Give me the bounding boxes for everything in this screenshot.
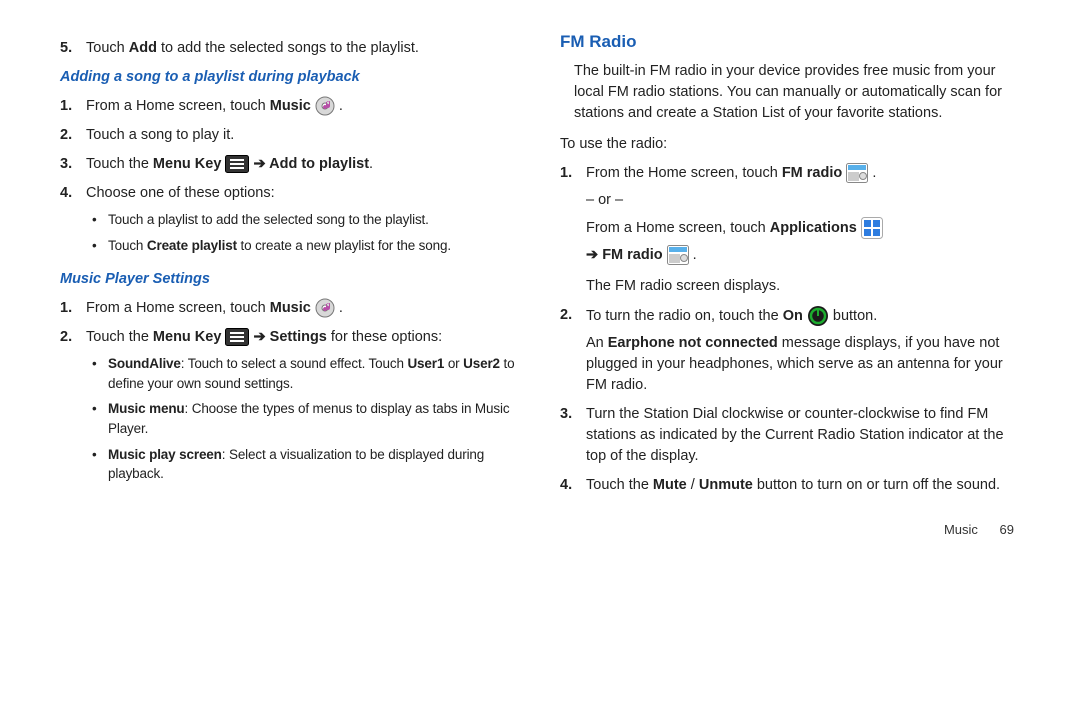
adding-steps: 1. From a Home screen, touch Music . 2. … (60, 96, 520, 261)
footer-section: Music (944, 522, 978, 537)
page-footer: Music 69 (60, 522, 1020, 537)
step-text: Touch a song to play it. (86, 125, 520, 146)
fm-intro: The built-in FM radio in your device pro… (574, 61, 1020, 124)
step-text: Touch the Menu Key ➔ Settings for these … (86, 327, 520, 489)
step-1: 1. From a Home screen, touch Music . (60, 298, 520, 319)
step-1: 1. From a Home screen, touch Music . (60, 96, 520, 117)
step-4: 4. Touch the Mute / Unmute button to tur… (560, 475, 1020, 496)
option-music-play-screen: Music play screen: Select a visualizatio… (86, 445, 520, 484)
earphone-message: An Earphone not connected message displa… (586, 333, 1020, 396)
option-music-menu: Music menu: Choose the types of menus to… (86, 399, 520, 438)
step-number: 2. (60, 125, 86, 146)
option-touch-playlist: Touch a playlist to add the selected son… (86, 210, 520, 230)
applications-icon (861, 217, 883, 239)
mps-options: SoundAlive: Touch to select a sound effe… (86, 354, 520, 483)
page-columns: 5. Touch Add to add the selected songs t… (60, 30, 1020, 504)
fm-radio-icon (846, 163, 868, 183)
step-text: Choose one of these options: Touch a pla… (86, 183, 520, 261)
music-icon (315, 298, 335, 318)
right-column: FM Radio The built-in FM radio in your d… (560, 30, 1020, 504)
option-create-playlist: Touch Create playlist to create a new pl… (86, 236, 520, 256)
or-separator: – or – (586, 190, 1020, 211)
step-2: 2. To turn the radio on, touch the On bu… (560, 305, 1020, 396)
step-2: 2. Touch a song to play it. (60, 125, 520, 146)
fm-radio-line: ➔ FM radio . (586, 245, 1020, 266)
footer-page-number: 69 (1000, 522, 1014, 537)
step-number: 3. (60, 154, 86, 175)
step-number: 1. (560, 163, 586, 297)
step-2: 2. Touch the Menu Key ➔ Settings for the… (60, 327, 520, 489)
power-on-icon (807, 305, 829, 327)
menu-key-icon (225, 155, 249, 173)
step-number: 4. (60, 183, 86, 261)
step-1: 1. From the Home screen, touch FM radio … (560, 163, 1020, 297)
step-text: From the Home screen, touch FM radio . –… (586, 163, 1020, 297)
step-3: 3. Touch the Menu Key ➔ Add to playlist. (60, 154, 520, 175)
to-use-label: To use the radio: (560, 134, 1020, 155)
step-3: 3. Turn the Station Dial clockwise or co… (560, 404, 1020, 467)
step-5: 5. Touch Add to add the selected songs t… (60, 38, 520, 59)
fm-steps: 1. From the Home screen, touch FM radio … (560, 163, 1020, 496)
step-number: 1. (60, 96, 86, 117)
step-text: Touch the Menu Key ➔ Add to playlist. (86, 154, 520, 175)
step-number: 5. (60, 38, 86, 59)
step-number: 3. (560, 404, 586, 467)
heading-adding-song: Adding a song to a playlist during playb… (60, 67, 520, 88)
heading-music-player-settings: Music Player Settings (60, 269, 520, 290)
heading-fm-radio: FM Radio (560, 30, 1020, 55)
step-4: 4. Choose one of these options: Touch a … (60, 183, 520, 261)
step-text: From a Home screen, touch Music . (86, 96, 520, 117)
step-number: 2. (560, 305, 586, 396)
step-text: Turn the Station Dial clockwise or count… (586, 404, 1020, 467)
playlist-step5-list: 5. Touch Add to add the selected songs t… (60, 38, 520, 59)
step-text: Touch the Mute / Unmute button to turn o… (586, 475, 1020, 496)
step-text: To turn the radio on, touch the On butto… (586, 305, 1020, 396)
step4-options: Touch a playlist to add the selected son… (86, 210, 520, 255)
menu-key-icon (225, 328, 249, 346)
music-icon (315, 96, 335, 116)
step-number: 4. (560, 475, 586, 496)
left-column: 5. Touch Add to add the selected songs t… (60, 30, 520, 504)
step-number: 1. (60, 298, 86, 319)
fm-screen-displays: The FM radio screen displays. (586, 276, 1020, 297)
step-text: Touch Add to add the selected songs to t… (86, 38, 520, 59)
fm-radio-icon (667, 245, 689, 265)
mps-steps: 1. From a Home screen, touch Music . 2. … (60, 298, 520, 489)
option-soundalive: SoundAlive: Touch to select a sound effe… (86, 354, 520, 393)
step-text: From a Home screen, touch Music . (86, 298, 520, 319)
step-number: 2. (60, 327, 86, 489)
